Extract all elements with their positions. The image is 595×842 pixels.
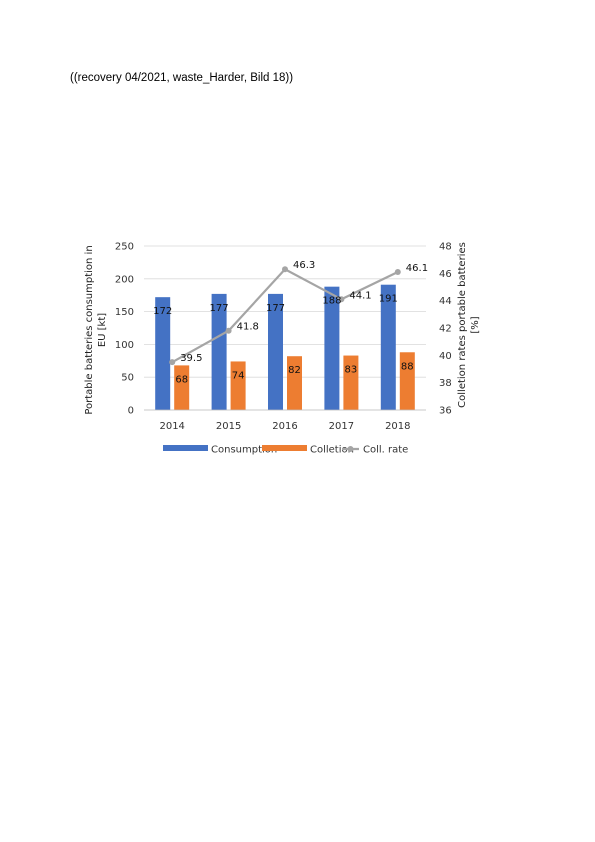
rate-line-path — [171, 267, 399, 364]
rate-point-2015 — [225, 327, 232, 334]
y-axis-title: Portable batteries consumption in EU [kt] — [84, 245, 108, 414]
y2-axis-title-line: [%] — [470, 316, 481, 333]
y2-tick-label: 44 — [439, 296, 452, 307]
y2-tick-label: 46 — [439, 269, 452, 280]
legend-label: Consumption — [211, 445, 277, 456]
y-tick-label: 250 — [115, 242, 134, 253]
y2-axis-title-line: Colletion rates portable batteries — [457, 242, 468, 408]
y-tick-label: 0 — [128, 406, 134, 417]
y-tick-label: 200 — [115, 274, 134, 285]
y2-axis-title: Colletion rates portable batteries [%] — [457, 242, 481, 408]
axes: 0 50 100 150 200 250 36 38 40 42 44 46 48 2014 2015 201… — [84, 242, 481, 433]
rate-value-label: 41.8 — [237, 322, 259, 333]
y-tick-label: 150 — [115, 307, 134, 318]
y-tick-label: 100 — [115, 340, 134, 351]
y2-tick-label: 36 — [439, 406, 452, 417]
legend-label: Colletion — [310, 445, 354, 456]
bar-value-label: 83 — [345, 365, 358, 376]
rate-line — [169, 266, 401, 366]
x-tick-label: 2016 — [272, 421, 297, 432]
legend-swatch — [163, 445, 208, 451]
x-tick-label: 2017 — [329, 421, 354, 432]
legend-label: Coll. rate — [363, 445, 408, 456]
bar-consumption-2015 — [211, 293, 227, 410]
rate-point-2016 — [282, 266, 288, 273]
bar-colletion-2018 — [399, 352, 415, 410]
y2-tick-label: 40 — [439, 351, 452, 362]
bar-value-label: 74 — [232, 370, 245, 381]
bar-value-label: 177 — [210, 303, 229, 314]
figure-caption: ((recovery 04/2021, waste_Harder, Bild 1… — [70, 72, 294, 84]
bar-value-label: 88 — [401, 361, 414, 372]
bar-value-label: 172 — [153, 306, 172, 317]
x-tick-label: 2014 — [159, 421, 184, 432]
y2-tick-label: 38 — [439, 378, 452, 389]
bar-colletion-2016 — [287, 356, 302, 410]
x-tick-label: 2015 — [216, 421, 241, 432]
bars — [155, 284, 415, 410]
rate-value-label: 44.1 — [349, 290, 371, 301]
legend-marker — [347, 446, 354, 452]
bar-value-label: 191 — [379, 294, 398, 305]
rate-value-label: 39.5 — [180, 353, 202, 364]
legend: Consumption Colletion Coll. rate — [163, 445, 408, 456]
rate-point-2018 — [394, 268, 401, 275]
rate-point-2014 — [169, 359, 176, 366]
bar-value-label: 68 — [175, 374, 188, 385]
bar-value-label: 188 — [322, 296, 341, 307]
y-axis-title-line: EU [kt] — [97, 313, 108, 347]
y2-tick-label: 42 — [439, 324, 452, 335]
x-tick-label: 2018 — [385, 421, 410, 432]
rate-value-label: 46.1 — [406, 263, 428, 274]
y-axis-title-line: Portable batteries consumption in — [84, 245, 95, 414]
bar-consumption-2018 — [380, 284, 396, 410]
bar-consumption-2017 — [324, 286, 340, 410]
bar-colletion-2017 — [343, 355, 359, 410]
rate-value-label: 46.3 — [293, 260, 315, 271]
bar-consumption-2016 — [268, 293, 283, 410]
bar-consumption-2014 — [155, 297, 171, 410]
bar-value-label: 82 — [288, 365, 301, 376]
bar-colletion-2014 — [174, 365, 190, 410]
y2-tick-label: 48 — [439, 242, 452, 253]
bar-value-label: 177 — [266, 303, 285, 314]
y-tick-label: 50 — [121, 373, 134, 384]
data-labels: 172 177 177 188 191 68 74 82 83 88 39.5 41.8 46.3 44.… — [153, 260, 428, 385]
bar-colletion-2015 — [230, 361, 246, 410]
rate-point-2017 — [338, 296, 345, 303]
legend-swatch — [262, 445, 307, 451]
